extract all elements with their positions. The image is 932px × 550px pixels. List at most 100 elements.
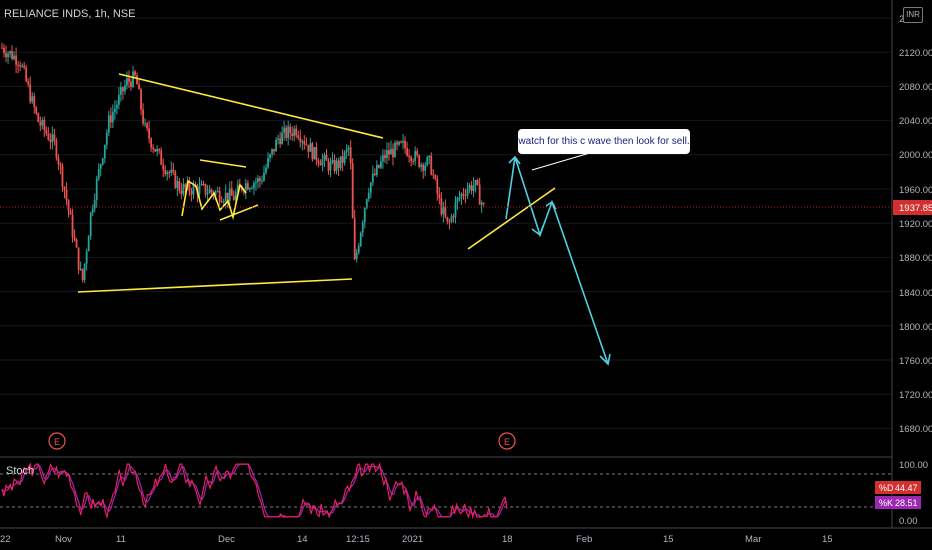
candle [265,163,267,175]
candle [440,191,443,217]
candle [79,261,82,271]
candle [27,78,30,88]
candle [450,213,453,224]
candle [375,160,378,178]
candle [382,149,384,169]
candle [263,165,265,182]
price-axis[interactable]: 2 2120.00 2080.00 2040.00 2000.00 1960.0… [899,14,932,435]
candle [458,190,461,202]
candle [208,185,211,194]
candle [390,140,392,155]
candle [152,144,155,154]
candle [39,116,42,131]
candle [120,81,122,102]
candle [160,147,163,166]
candle [307,144,310,159]
candle [301,139,304,151]
candle [146,121,149,132]
candle [138,79,140,90]
candle [97,163,100,181]
earnings-marker[interactable]: E [48,432,66,450]
candle [29,76,32,104]
candle [456,196,459,210]
candle [462,187,465,200]
candle [73,229,76,242]
candle [422,162,425,179]
candle [140,87,142,116]
candle [3,44,5,58]
candle [261,175,263,185]
candle [472,177,475,198]
svg-text:%K: %K [879,498,893,508]
candle [341,149,344,172]
candle [85,248,88,271]
symbol-title[interactable]: RELIANCE INDS, 1h, NSE [4,8,136,20]
earnings-marker[interactable]: E [498,432,516,450]
time-tick: 18 [502,534,513,545]
candle [57,154,60,171]
price-tick: 1680.00 [899,424,932,435]
candle [251,185,253,190]
stoch-axis[interactable]: 100.00 0.00 [899,460,928,527]
stoch-indicator-label[interactable]: Stoch [6,465,35,477]
candle [442,201,445,223]
candle [369,181,372,199]
candle [365,198,368,210]
candle [154,148,157,153]
candle [327,158,330,175]
candle [468,182,471,194]
candle [19,61,22,72]
candle [5,45,7,63]
candle [377,164,380,169]
stoch-tick: 100.00 [899,460,928,471]
candle [148,120,151,144]
candle [43,116,46,138]
price-tick: 2080.00 [899,82,932,93]
candle [373,168,376,177]
candle [23,61,26,70]
candle [166,170,169,181]
candle [287,120,290,146]
candle [124,79,126,95]
candle [392,143,394,166]
candle [329,157,332,178]
candle [53,128,56,146]
candle [81,268,84,283]
price-tick: 1800.00 [899,322,932,333]
candle [410,155,413,167]
candle [281,126,284,145]
svg-text:%D: %D [879,483,894,493]
candle [351,158,354,219]
svg-text:E: E [54,437,60,447]
candle [317,158,320,168]
time-tick: Nov [55,534,72,545]
candle [424,161,427,177]
candle [355,248,358,263]
candle [394,140,396,158]
candle [198,177,201,199]
candle [297,130,300,140]
candle [111,104,114,129]
price-tick: 2040.00 [899,116,932,127]
stoch-d-badge: %D 44.47 [875,481,921,494]
candle [295,124,298,139]
candle [130,78,132,91]
candle [291,126,294,141]
candle [99,163,102,177]
candle [460,192,463,205]
candle [49,133,52,150]
price-tick: 1760.00 [899,356,932,367]
candle [59,162,62,175]
time-tick: Mar [745,534,761,545]
currency-badge[interactable]: INR [903,7,923,23]
annotation-callout[interactable]: watch for this c wave then look for sell… [518,129,690,154]
candle [448,218,451,230]
candle [128,70,130,88]
candle [478,177,481,205]
candle [105,129,108,150]
candle [412,158,415,165]
time-axis[interactable]: 22 Nov 11 Dec 14 12:15 2021 18 Feb 15 Ma… [0,534,833,545]
candle [333,154,336,174]
rising-support-line [467,187,556,250]
